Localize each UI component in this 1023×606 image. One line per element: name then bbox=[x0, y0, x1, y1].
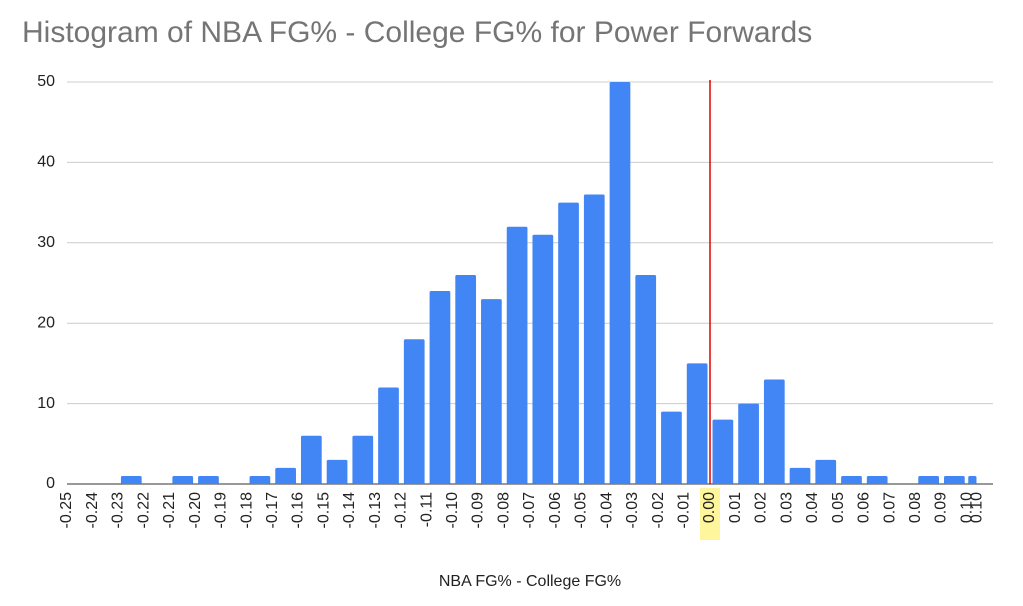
x-tick-label: -0.16 bbox=[290, 492, 307, 529]
bar bbox=[429, 291, 451, 484]
bar bbox=[918, 475, 939, 484]
x-tick-label: -0.03 bbox=[624, 492, 641, 529]
x-tick-label: 0.09 bbox=[933, 492, 950, 523]
x-tick-label: -0.24 bbox=[84, 492, 101, 529]
x-tick-label: -0.13 bbox=[367, 492, 384, 529]
bar bbox=[403, 339, 425, 484]
x-tick-label: 0.01 bbox=[727, 492, 744, 523]
x-tick-label: -0.17 bbox=[264, 492, 281, 529]
x-tick-label: -0.02 bbox=[650, 492, 667, 529]
y-tick-label: 10 bbox=[37, 395, 55, 412]
x-tick-label: -0.01 bbox=[676, 492, 693, 529]
x-tick-label: 0.00 bbox=[701, 492, 718, 523]
x-tick-label: 0.10 bbox=[958, 492, 975, 523]
x-tick-label: -0.15 bbox=[315, 492, 332, 529]
bar bbox=[609, 82, 631, 484]
x-tick-label: -0.22 bbox=[135, 492, 152, 529]
x-tick-label: -0.09 bbox=[470, 492, 487, 529]
bar bbox=[506, 226, 528, 484]
x-tick-label: -0.06 bbox=[547, 492, 564, 529]
bar bbox=[661, 411, 682, 484]
x-tick-label: -0.05 bbox=[573, 492, 590, 529]
x-tick-label: -0.07 bbox=[521, 492, 538, 529]
x-tick-label: 0.05 bbox=[830, 492, 847, 523]
bar bbox=[738, 403, 759, 484]
bar bbox=[943, 475, 965, 484]
x-tick-label: -0.23 bbox=[110, 492, 127, 529]
bar bbox=[352, 435, 374, 484]
x-tick-label: -0.25 bbox=[58, 492, 75, 529]
x-tick-label: -0.08 bbox=[495, 492, 512, 529]
bar bbox=[815, 459, 837, 484]
x-tick-label: 0.02 bbox=[753, 492, 770, 523]
x-axis-label: NBA FG% - College FG% bbox=[439, 573, 621, 590]
bar bbox=[866, 475, 888, 484]
tick-highlight bbox=[700, 488, 720, 540]
bar bbox=[532, 234, 554, 484]
x-tick-label: -0.12 bbox=[393, 492, 410, 529]
bar bbox=[841, 475, 862, 484]
y-tick-label: 50 bbox=[37, 73, 55, 90]
bar bbox=[968, 475, 977, 484]
x-tick-label: -0.10 bbox=[444, 492, 461, 529]
bar bbox=[686, 363, 708, 484]
x-tick-label: 0.08 bbox=[907, 492, 924, 523]
bar bbox=[583, 194, 605, 484]
x-tick-label: -0.20 bbox=[187, 492, 204, 529]
y-tick-label: 30 bbox=[37, 234, 55, 251]
bar bbox=[558, 202, 579, 484]
x-tick-label: -0.19 bbox=[213, 492, 230, 529]
x-tick-label: 0.06 bbox=[856, 492, 873, 523]
x-tick-label: -0.14 bbox=[341, 492, 358, 529]
x-tick-label: -0.21 bbox=[161, 492, 178, 529]
bar bbox=[455, 274, 477, 484]
x-tick-label: 0.03 bbox=[778, 492, 795, 523]
y-tick-label: 0 bbox=[46, 475, 55, 492]
chart-title: Histogram of NBA FG% - College FG% for P… bbox=[22, 16, 812, 49]
bar bbox=[120, 475, 142, 484]
bar bbox=[481, 299, 502, 484]
bar bbox=[172, 475, 194, 484]
x-tick-label: -0.04 bbox=[598, 492, 615, 529]
x-tick-label: -0.11 bbox=[418, 492, 435, 527]
x-tick-label: 0.04 bbox=[804, 492, 821, 523]
bar bbox=[378, 387, 399, 484]
bar bbox=[635, 274, 657, 484]
bar bbox=[789, 467, 811, 484]
bar bbox=[198, 475, 219, 484]
bar bbox=[326, 459, 348, 484]
x-tick-label: 0.07 bbox=[881, 492, 898, 523]
y-tick-label: 40 bbox=[37, 154, 55, 171]
y-tick-label: 20 bbox=[37, 314, 55, 331]
x-tick-label: -0.18 bbox=[238, 492, 255, 529]
bar bbox=[712, 419, 734, 484]
bar bbox=[300, 435, 322, 484]
x-tick-label: 0.10 bbox=[969, 492, 986, 523]
bar bbox=[249, 475, 271, 484]
bar bbox=[763, 379, 785, 484]
bar bbox=[275, 467, 296, 484]
